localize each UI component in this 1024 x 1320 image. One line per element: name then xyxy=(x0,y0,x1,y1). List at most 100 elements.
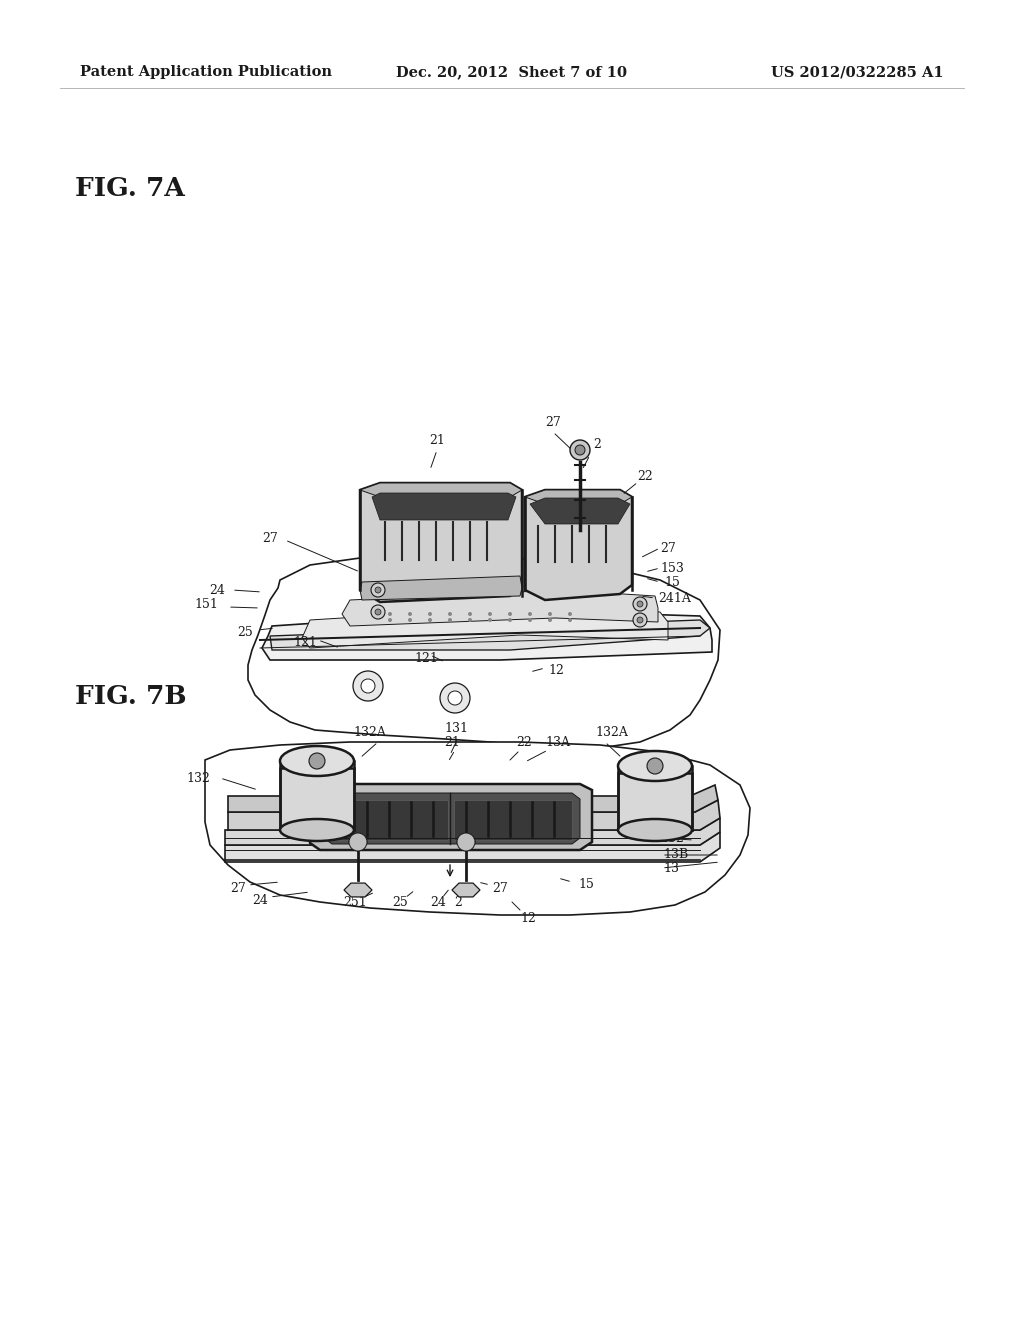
Text: 13B: 13B xyxy=(663,849,688,862)
Text: 12: 12 xyxy=(520,912,536,924)
Bar xyxy=(280,768,354,830)
Polygon shape xyxy=(454,800,572,840)
Circle shape xyxy=(568,618,572,622)
Circle shape xyxy=(371,605,385,619)
Text: 2: 2 xyxy=(454,895,462,908)
Text: FIG. 7B: FIG. 7B xyxy=(75,685,186,710)
Circle shape xyxy=(468,612,472,616)
Text: Dec. 20, 2012  Sheet 7 of 10: Dec. 20, 2012 Sheet 7 of 10 xyxy=(396,65,628,79)
Ellipse shape xyxy=(618,818,692,841)
Circle shape xyxy=(528,612,532,616)
Circle shape xyxy=(408,618,412,622)
Circle shape xyxy=(428,618,432,622)
Polygon shape xyxy=(228,800,720,830)
Text: 132A: 132A xyxy=(596,726,629,738)
Circle shape xyxy=(309,752,325,770)
Text: 25: 25 xyxy=(238,626,253,639)
Circle shape xyxy=(570,440,590,459)
Polygon shape xyxy=(324,793,580,843)
Polygon shape xyxy=(270,620,710,649)
Text: 13: 13 xyxy=(663,862,679,874)
Polygon shape xyxy=(248,554,720,748)
Circle shape xyxy=(440,682,470,713)
Circle shape xyxy=(353,671,383,701)
Circle shape xyxy=(488,612,492,616)
Text: 13A: 13A xyxy=(546,735,570,748)
Circle shape xyxy=(508,612,512,616)
Text: 153: 153 xyxy=(660,561,684,574)
Circle shape xyxy=(361,678,375,693)
Circle shape xyxy=(388,612,392,616)
Text: 241A: 241A xyxy=(658,591,691,605)
Polygon shape xyxy=(372,492,516,520)
Ellipse shape xyxy=(457,838,475,846)
Text: 251: 251 xyxy=(343,895,367,908)
Ellipse shape xyxy=(618,751,692,781)
Circle shape xyxy=(349,833,367,851)
Ellipse shape xyxy=(280,746,354,776)
Text: Patent Application Publication: Patent Application Publication xyxy=(80,65,332,79)
Polygon shape xyxy=(452,883,480,896)
Text: 24: 24 xyxy=(209,583,225,597)
Circle shape xyxy=(647,758,663,774)
Polygon shape xyxy=(225,818,720,845)
Text: 12: 12 xyxy=(548,664,564,676)
Text: 27: 27 xyxy=(545,416,561,429)
Text: 27: 27 xyxy=(493,882,508,895)
Text: 21: 21 xyxy=(429,433,445,446)
Polygon shape xyxy=(228,785,718,812)
Text: 22: 22 xyxy=(516,735,531,748)
Text: 27: 27 xyxy=(230,882,246,895)
Polygon shape xyxy=(342,590,658,626)
Polygon shape xyxy=(302,607,668,648)
Circle shape xyxy=(548,612,552,616)
Text: 121: 121 xyxy=(414,652,438,664)
Circle shape xyxy=(637,601,643,607)
Circle shape xyxy=(468,618,472,622)
Polygon shape xyxy=(262,610,712,660)
Text: 25: 25 xyxy=(392,895,408,908)
Polygon shape xyxy=(525,490,632,601)
Text: 121: 121 xyxy=(293,635,317,648)
Circle shape xyxy=(488,618,492,622)
Circle shape xyxy=(633,597,647,611)
Text: 131: 131 xyxy=(444,722,468,734)
Bar xyxy=(618,774,692,830)
Text: 27: 27 xyxy=(660,541,676,554)
Text: 24: 24 xyxy=(252,894,268,907)
Polygon shape xyxy=(333,800,449,840)
Circle shape xyxy=(508,618,512,622)
Polygon shape xyxy=(525,490,632,504)
Text: 132A: 132A xyxy=(353,726,386,738)
Circle shape xyxy=(449,612,452,616)
Circle shape xyxy=(388,618,392,622)
Text: 22: 22 xyxy=(637,470,653,483)
Circle shape xyxy=(449,618,452,622)
Circle shape xyxy=(575,445,585,455)
Polygon shape xyxy=(360,483,522,498)
Text: 27: 27 xyxy=(262,532,278,544)
Circle shape xyxy=(408,612,412,616)
Polygon shape xyxy=(205,742,750,915)
Text: US 2012/0322285 A1: US 2012/0322285 A1 xyxy=(771,65,944,79)
Circle shape xyxy=(528,618,532,622)
Circle shape xyxy=(568,612,572,616)
Circle shape xyxy=(548,618,552,622)
Text: FIG. 7A: FIG. 7A xyxy=(75,176,185,201)
Text: 132: 132 xyxy=(186,771,210,784)
Polygon shape xyxy=(360,483,522,602)
Ellipse shape xyxy=(280,818,354,841)
Polygon shape xyxy=(310,784,592,850)
Ellipse shape xyxy=(349,838,367,846)
Circle shape xyxy=(428,612,432,616)
Polygon shape xyxy=(344,883,372,896)
Circle shape xyxy=(371,583,385,597)
Text: 151: 151 xyxy=(195,598,218,611)
Polygon shape xyxy=(225,832,720,862)
Text: 24: 24 xyxy=(430,895,445,908)
Circle shape xyxy=(457,833,475,851)
Polygon shape xyxy=(360,576,522,601)
Text: 2: 2 xyxy=(593,438,601,451)
Text: 132: 132 xyxy=(660,832,684,845)
Circle shape xyxy=(633,612,647,627)
